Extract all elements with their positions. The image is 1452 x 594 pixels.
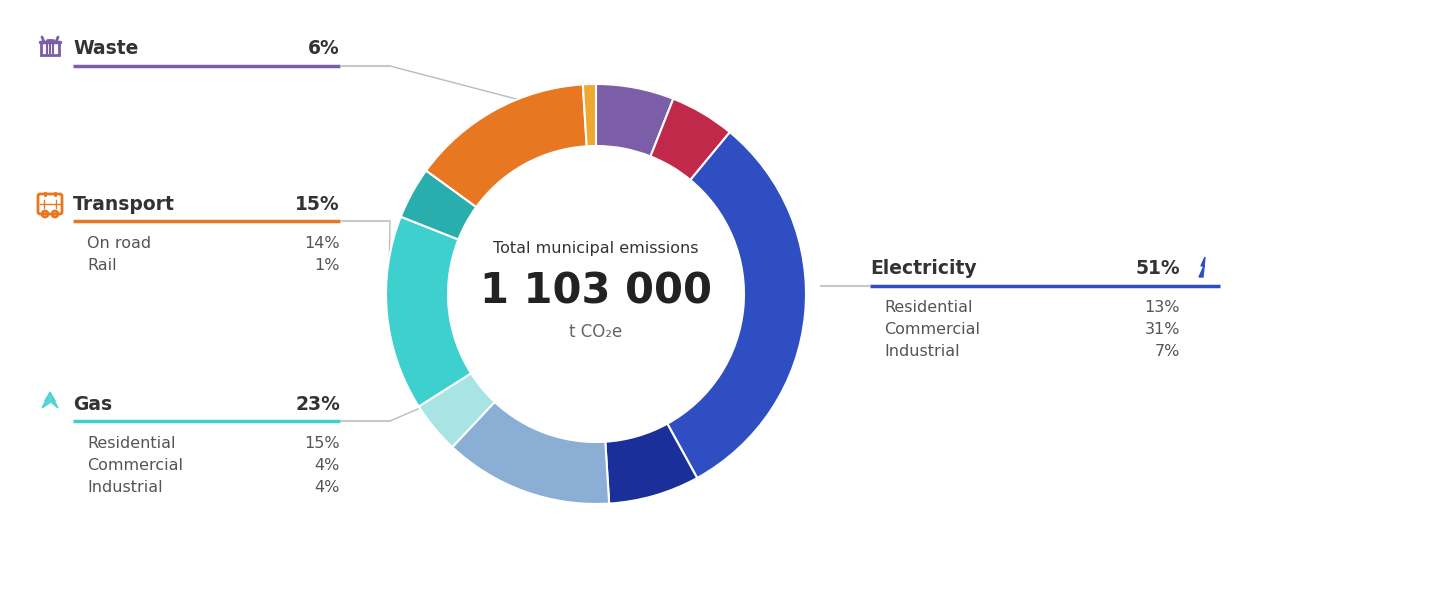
Text: Commercial: Commercial — [884, 323, 980, 337]
Wedge shape — [401, 170, 476, 239]
Text: Commercial: Commercial — [87, 457, 183, 472]
Text: Rail: Rail — [87, 258, 116, 273]
Text: 1 103 000: 1 103 000 — [481, 270, 711, 312]
Wedge shape — [418, 373, 495, 447]
Text: Industrial: Industrial — [87, 479, 163, 494]
Wedge shape — [650, 99, 730, 180]
Text: t CO₂e: t CO₂e — [569, 323, 623, 341]
Text: Waste: Waste — [73, 39, 138, 58]
Wedge shape — [452, 402, 610, 504]
Text: Gas: Gas — [73, 394, 112, 413]
Polygon shape — [1199, 257, 1205, 277]
Text: 6%: 6% — [308, 39, 340, 58]
Text: 13%: 13% — [1144, 301, 1180, 315]
Wedge shape — [582, 84, 595, 146]
Text: Residential: Residential — [884, 301, 973, 315]
Text: 1%: 1% — [315, 258, 340, 273]
Wedge shape — [386, 217, 470, 406]
Text: 51%: 51% — [1135, 260, 1180, 279]
Wedge shape — [595, 84, 674, 156]
Text: 4%: 4% — [315, 457, 340, 472]
Text: Transport: Transport — [73, 194, 174, 213]
Text: 14%: 14% — [305, 235, 340, 251]
Text: Industrial: Industrial — [884, 345, 960, 359]
Text: 7%: 7% — [1154, 345, 1180, 359]
Text: Residential: Residential — [87, 435, 176, 450]
Text: 23%: 23% — [295, 394, 340, 413]
Wedge shape — [425, 84, 587, 207]
Text: Total municipal emissions: Total municipal emissions — [494, 242, 698, 257]
Wedge shape — [605, 424, 697, 504]
Text: On road: On road — [87, 235, 151, 251]
Polygon shape — [42, 392, 58, 408]
Text: 4%: 4% — [315, 479, 340, 494]
Text: Electricity: Electricity — [870, 260, 977, 279]
Wedge shape — [668, 132, 806, 478]
Text: 15%: 15% — [305, 435, 340, 450]
Text: 15%: 15% — [295, 194, 340, 213]
Text: 31%: 31% — [1144, 323, 1180, 337]
